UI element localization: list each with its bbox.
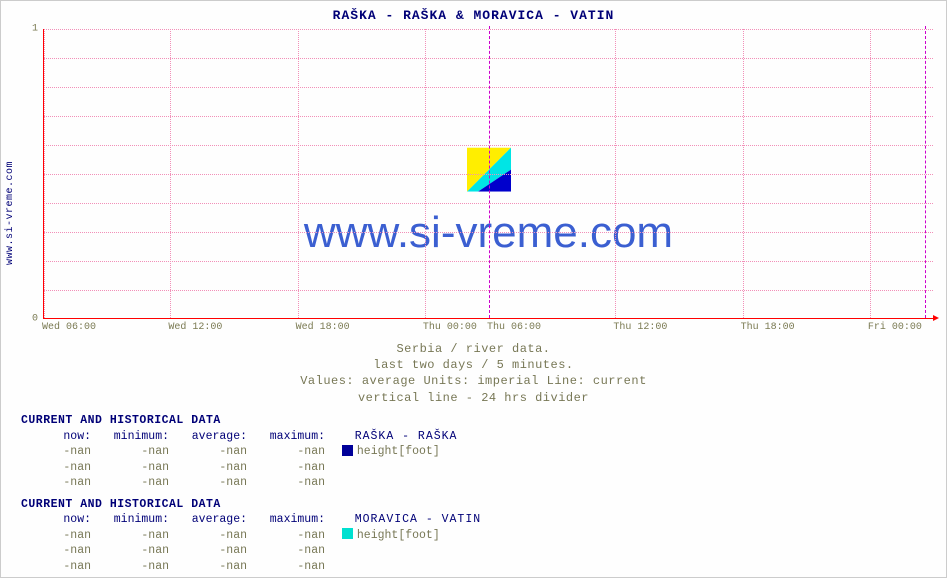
grid-line-v — [743, 29, 744, 318]
section-heading: CURRENT AND HISTORICAL DATA — [21, 497, 481, 513]
cell: -nan — [255, 528, 325, 544]
legend-label: height[foot] — [357, 445, 440, 458]
y-tick-label: 1 — [32, 24, 38, 35]
col-head: maximum: — [255, 429, 325, 445]
cell: -nan — [177, 444, 247, 460]
x-tick-label: Thu 06:00 — [487, 322, 541, 333]
spacer — [21, 574, 481, 580]
cell: -nan — [99, 528, 169, 544]
cell: -nan — [255, 543, 325, 559]
cell: -nan — [99, 475, 169, 491]
data-row: -nan -nan -nan -nan — [21, 460, 481, 476]
col-head: minimum: — [99, 512, 169, 528]
col-head: now: — [21, 429, 91, 445]
grid-line-v — [170, 29, 171, 318]
cell: -nan — [255, 559, 325, 575]
subtitle-line: vertical line - 24 hrs divider — [1, 390, 946, 406]
cell: -nan — [255, 444, 325, 460]
cell: -nan — [255, 475, 325, 491]
legend-swatch-icon — [342, 445, 353, 456]
legend-label: height[foot] — [357, 529, 440, 542]
cell: -nan — [21, 543, 91, 559]
data-tables: CURRENT AND HISTORICAL DATAnow:minimum:a… — [21, 413, 481, 580]
x-tick-label: Wed 12:00 — [168, 322, 222, 333]
x-tick-label: Thu 18:00 — [741, 322, 795, 333]
data-row: -nan -nan -nan -nan — [21, 475, 481, 491]
cell: -nan — [177, 543, 247, 559]
col-head: average: — [177, 512, 247, 528]
cell: -nan — [177, 528, 247, 544]
divider-line — [489, 26, 490, 318]
data-row: -nan -nan -nan -nan height[foot] — [21, 444, 481, 460]
x-tick-label: Thu 12:00 — [613, 322, 667, 333]
subtitle-line: last two days / 5 minutes. — [1, 357, 946, 373]
divider-line — [925, 26, 926, 318]
cell: -nan — [21, 460, 91, 476]
grid-line-v — [425, 29, 426, 318]
plot-area: www.si-vreme.com 01Wed 06:00Wed 12:00Wed… — [43, 29, 933, 319]
col-head: maximum: — [255, 512, 325, 528]
grid-line-v — [615, 29, 616, 318]
x-tick-label: Wed 06:00 — [42, 322, 96, 333]
x-tick-label: Wed 18:00 — [296, 322, 350, 333]
subtitle-line: Values: average Units: imperial Line: cu… — [1, 373, 946, 389]
y-tick-label: 0 — [32, 314, 38, 325]
column-header-row: now: minimum: average: maximum: RAŠKA - RAŠ… — [21, 429, 481, 445]
cell: -nan — [177, 475, 247, 491]
section-heading: CURRENT AND HISTORICAL DATA — [21, 413, 481, 429]
series-name: RAŠKA - RAŠKA — [347, 430, 458, 443]
cell: -nan — [99, 460, 169, 476]
x-tick-label: Fri 00:00 — [868, 322, 922, 333]
column-header-row: now: minimum: average: maximum: MORAVICA - … — [21, 512, 481, 528]
data-row: -nan -nan -nan -nan — [21, 543, 481, 559]
series-name: MORAVICA - VATIN — [347, 513, 481, 526]
cell: -nan — [177, 460, 247, 476]
side-url-label: www.si-vreme.com — [5, 161, 16, 265]
cell: -nan — [99, 444, 169, 460]
subtitle-block: Serbia / river data. last two days / 5 m… — [1, 341, 946, 406]
chart-container: www.si-vreme.com RAŠKA - RAŠKA & MORAVIC… — [0, 0, 947, 578]
cell: -nan — [21, 559, 91, 575]
cell: -nan — [21, 475, 91, 491]
cell: -nan — [21, 528, 91, 544]
col-head: minimum: — [99, 429, 169, 445]
data-row: -nan -nan -nan -nan height[foot] — [21, 528, 481, 544]
grid-line-v — [870, 29, 871, 318]
data-row: -nan -nan -nan -nan — [21, 559, 481, 575]
grid-line-v — [298, 29, 299, 318]
legend-swatch-icon — [342, 528, 353, 539]
cell: -nan — [99, 543, 169, 559]
chart-title: RAŠKA - RAŠKA & MORAVICA - VATIN — [1, 8, 946, 23]
col-head: now: — [21, 512, 91, 528]
col-head: average: — [177, 429, 247, 445]
grid-line-v — [44, 29, 45, 318]
cell: -nan — [177, 559, 247, 575]
cell: -nan — [21, 444, 91, 460]
subtitle-line: Serbia / river data. — [1, 341, 946, 357]
x-tick-label: Thu 00:00 — [423, 322, 477, 333]
cell: -nan — [255, 460, 325, 476]
cell: -nan — [99, 559, 169, 575]
